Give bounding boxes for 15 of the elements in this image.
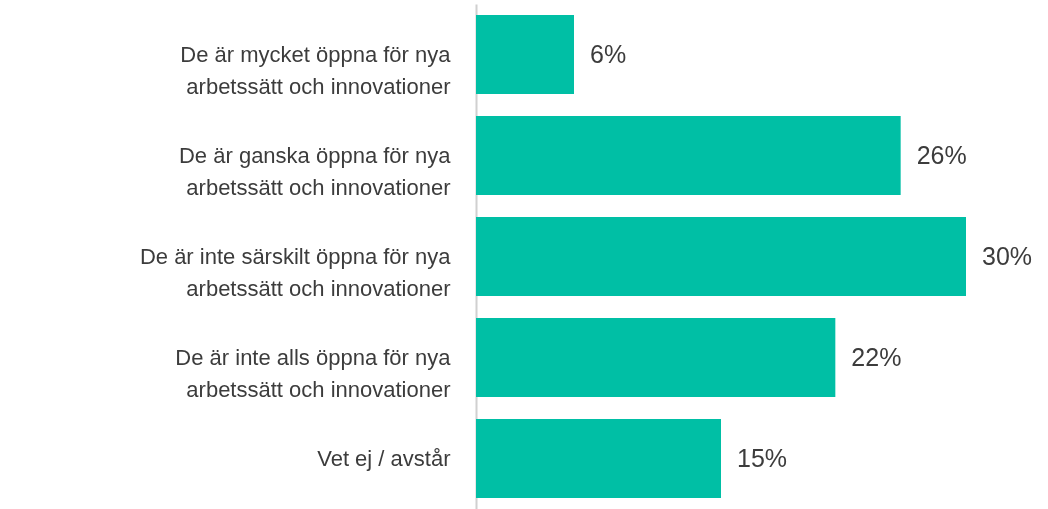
y-tick-label: De är mycket öppna för nya arbetssätt och innovationer <box>180 41 452 99</box>
y-tick-label: Vet ej / avstår <box>317 445 451 471</box>
y-tick-label: De är inte alls öppna för nya arbetssätt och innovationer <box>175 344 452 402</box>
data-label: 6% <box>590 39 627 68</box>
y-tick-label: De är ganska öppna för nya arbetssätt och innovationer <box>178 142 452 200</box>
y-tick-label: De är inte särskilt öppna för nya arbetssätt och innovationer <box>139 243 452 301</box>
bar <box>476 318 836 397</box>
bar <box>476 419 721 498</box>
bar <box>476 15 574 94</box>
bar <box>476 217 966 296</box>
bar <box>476 116 901 195</box>
data-label: 15% <box>737 443 788 472</box>
data-label: 22% <box>851 342 902 371</box>
data-label: 26% <box>916 140 967 169</box>
data-label: 30% <box>982 241 1033 270</box>
